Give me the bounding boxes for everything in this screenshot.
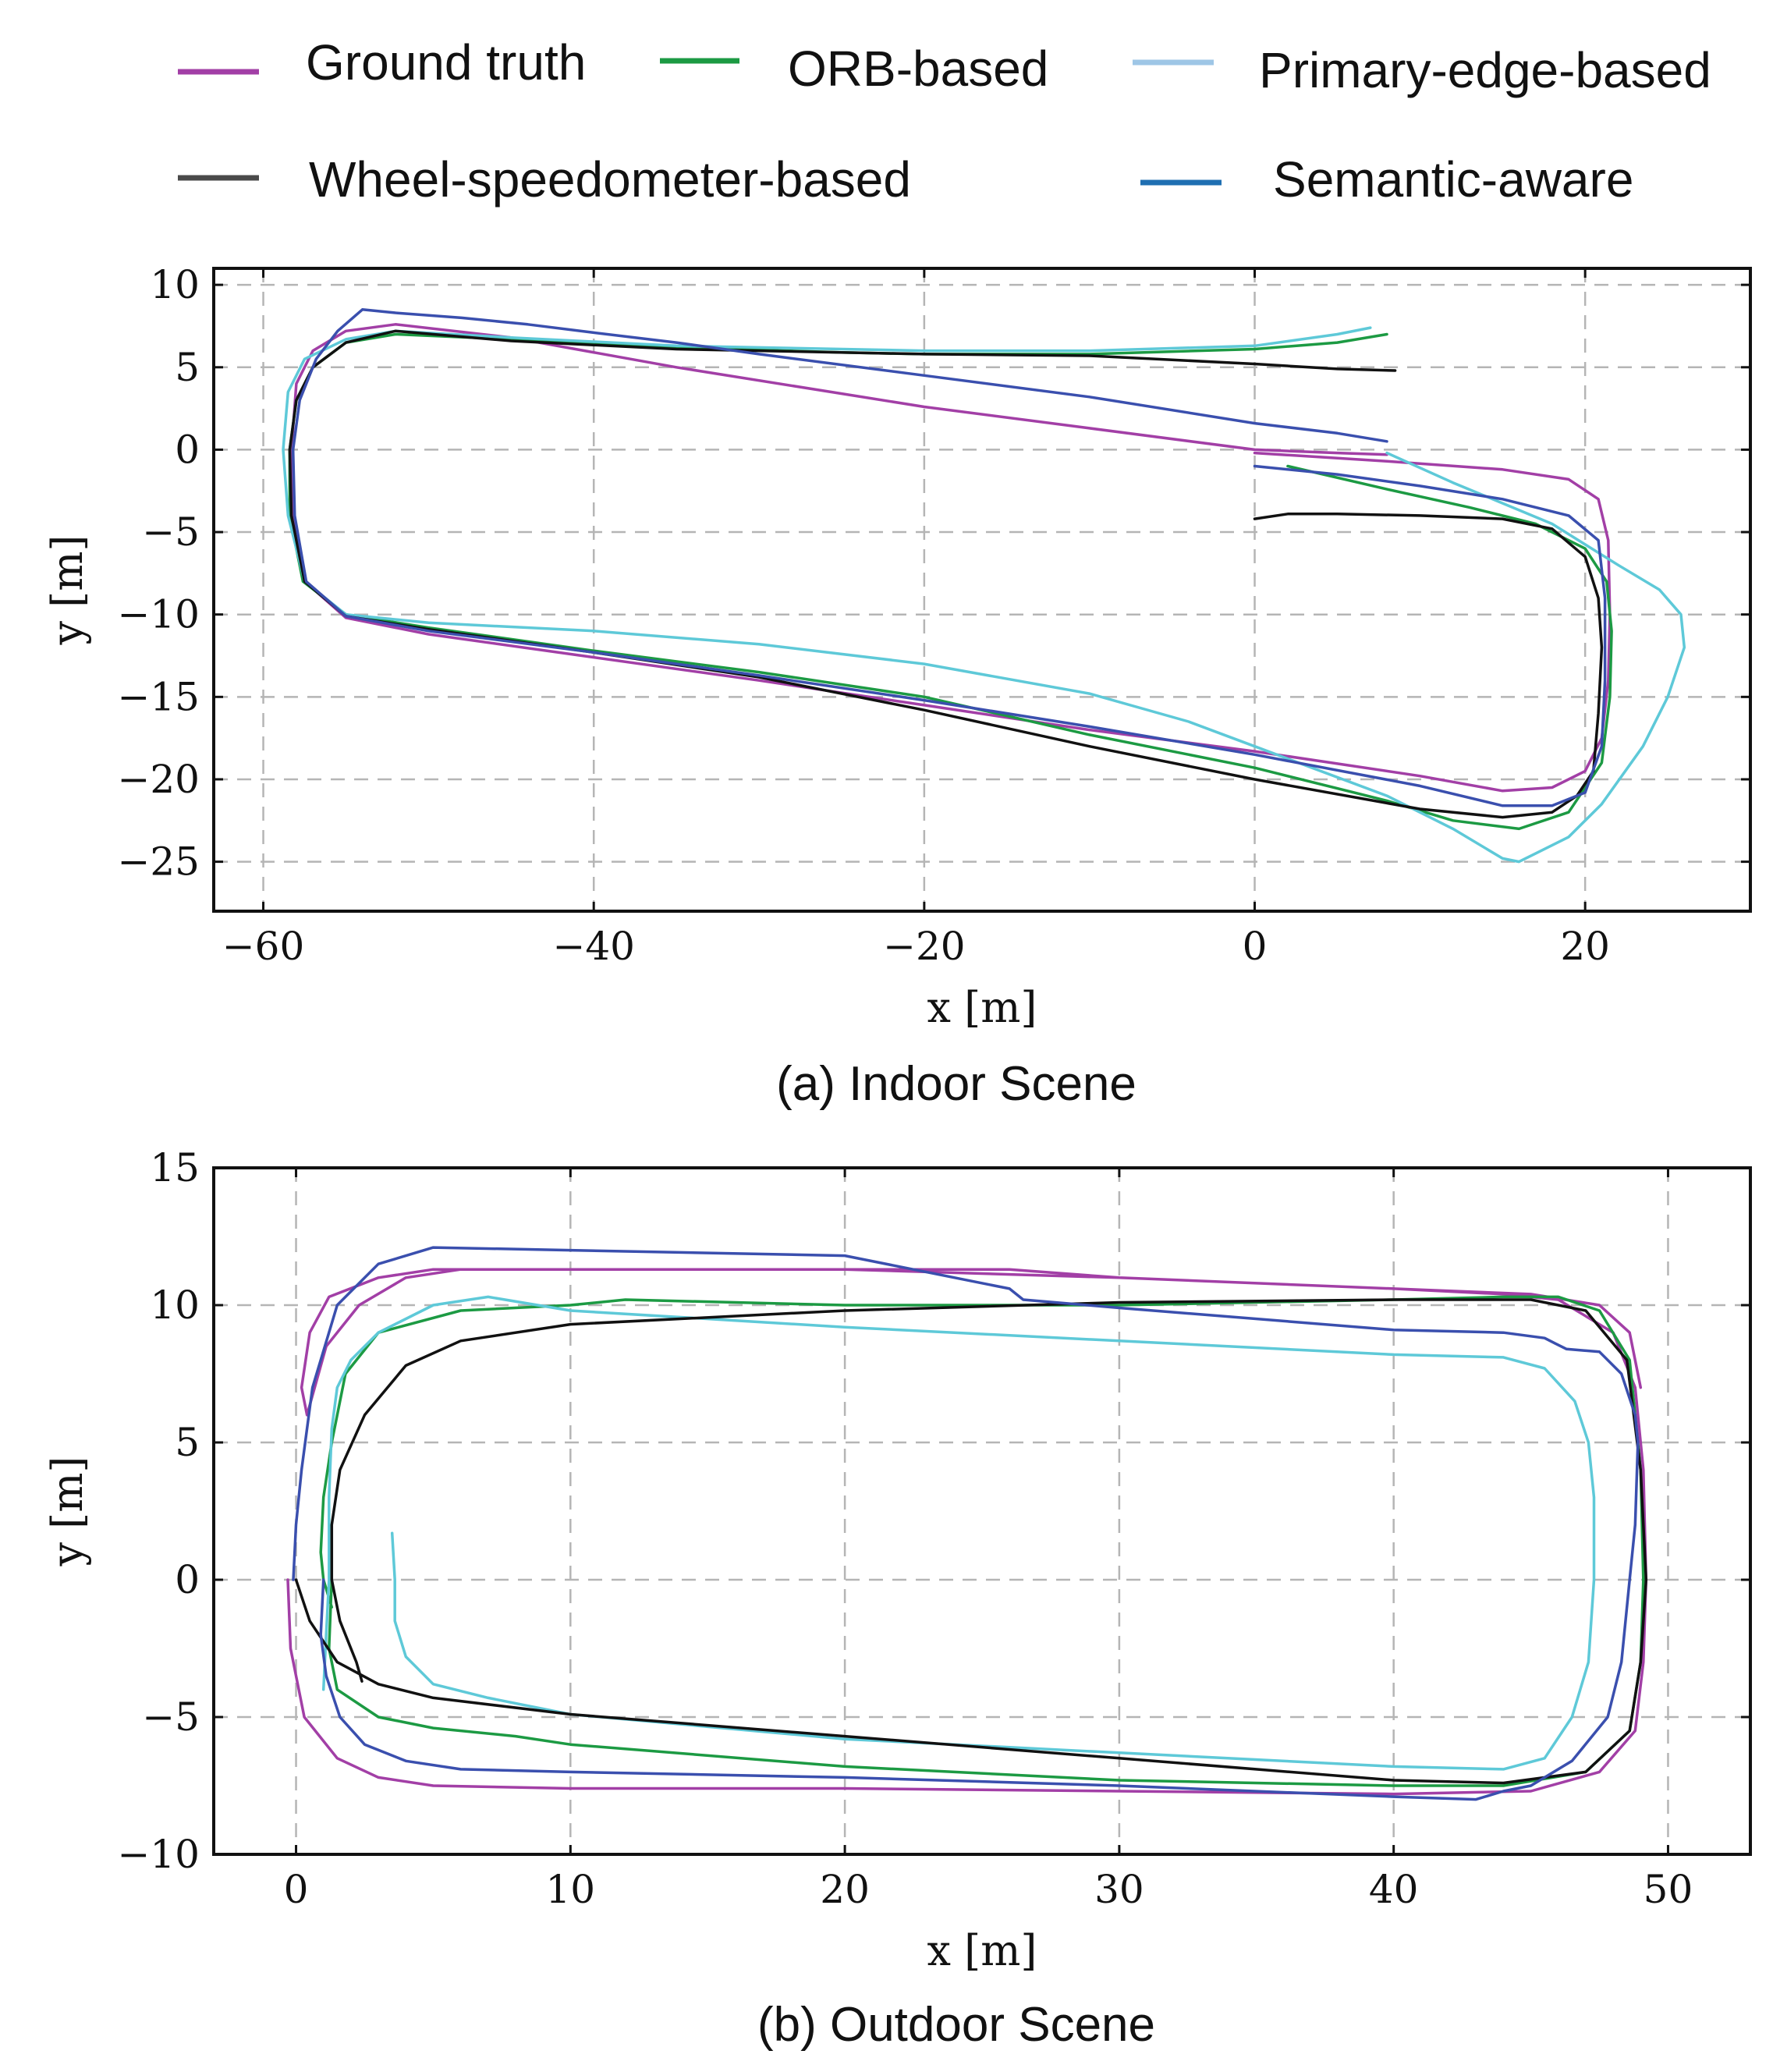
legend: Ground truth ORB-based Primary-edge-base…: [178, 34, 1711, 208]
indoor-ytick-label-3: −5: [142, 509, 200, 555]
caption-outdoor: (b) Outdoor Scene: [757, 1998, 1155, 2052]
legend-label-semantic-aware: Semantic-aware: [1273, 151, 1633, 208]
outdoor-ytick-label-4: −5: [142, 1694, 200, 1740]
legend-label-orb-based: ORB-based: [788, 41, 1048, 97]
indoor-series-sem: [291, 308, 1607, 807]
legend-label-primary-edge-based: Primary-edge-based: [1259, 42, 1711, 98]
outdoor-plot-frame: [212, 1166, 1752, 1856]
caption-indoor: (a) Indoor Scene: [776, 1057, 1136, 1111]
legend-label-wheel-speedometer-based: Wheel-speedometer-based: [309, 151, 911, 208]
indoor-series-gt: [289, 323, 1612, 793]
outdoor-xtick-label-0: 0: [284, 1867, 309, 1912]
outdoor-series-orb: [319, 1295, 1645, 1787]
indoor-ytick-label-2: 0: [175, 427, 200, 472]
indoor-ylabel: y [m]: [43, 534, 92, 645]
outdoor-ytick-label-1: 10: [150, 1283, 200, 1328]
outdoor-xtick-label-3: 30: [1094, 1867, 1144, 1912]
indoor-series-orb: [288, 332, 1613, 831]
indoor-ytick-label-5: −15: [117, 674, 200, 719]
indoor-plot-frame: [212, 267, 1752, 913]
outdoor-series-gt: [286, 1268, 1648, 1796]
outdoor-xtick-label-5: 50: [1644, 1867, 1693, 1912]
outdoor-ytick-label-2: 5: [175, 1420, 200, 1465]
outdoor-xlabel: x [m]: [927, 1926, 1037, 1975]
outdoor-xtick-label-2: 20: [820, 1867, 870, 1912]
indoor-ytick-label-6: −20: [117, 757, 200, 802]
outdoor-series-wheel: [294, 1298, 1648, 1785]
indoor-xtick-label-1: −40: [552, 924, 635, 969]
indoor-xtick-label-3: 0: [1243, 924, 1268, 969]
indoor-xtick-label-0: −60: [222, 924, 305, 969]
outdoor-series-sem: [292, 1246, 1640, 1801]
indoor-ytick-label-7: −25: [117, 839, 200, 885]
legend-label-ground-truth: Ground truth: [306, 34, 586, 90]
indoor-panel: −60 −40 −20 0 20 10 5 0 −5 −10 −15 −20 −25 x [m] y [m]: [43, 262, 1752, 1032]
outdoor-xtick-label-4: 40: [1369, 1867, 1419, 1912]
outdoor-ylabel: y [m]: [43, 1456, 92, 1566]
indoor-xtick-label-2: −20: [883, 924, 966, 969]
outdoor-ytick-label-5: −10: [117, 1832, 200, 1877]
indoor-ytick-label-4: −10: [117, 592, 200, 637]
outdoor-series-edge: [321, 1295, 1596, 1771]
outdoor-ytick-label-0: 15: [150, 1145, 200, 1190]
indoor-series-edge: [282, 326, 1686, 864]
indoor-ytick-label-0: 10: [150, 262, 200, 307]
indoor-series-wheel: [288, 329, 1604, 819]
outdoor-ytick-label-3: 0: [175, 1557, 200, 1602]
indoor-xtick-label-4: 20: [1560, 924, 1610, 969]
indoor-ytick-label-1: 5: [175, 345, 200, 390]
outdoor-xtick-label-1: 10: [546, 1867, 596, 1912]
indoor-xlabel: x [m]: [927, 983, 1037, 1032]
